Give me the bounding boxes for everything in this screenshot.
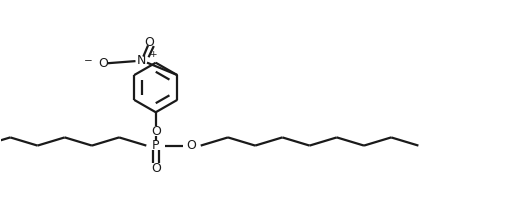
Text: O: O [151,162,160,175]
Text: P: P [152,139,159,152]
Text: O: O [145,36,155,49]
Text: −: − [84,56,93,66]
Text: O: O [98,57,108,70]
Text: +: + [149,50,157,59]
Text: N: N [137,54,146,67]
Text: O: O [186,139,196,152]
Text: O: O [151,124,160,138]
